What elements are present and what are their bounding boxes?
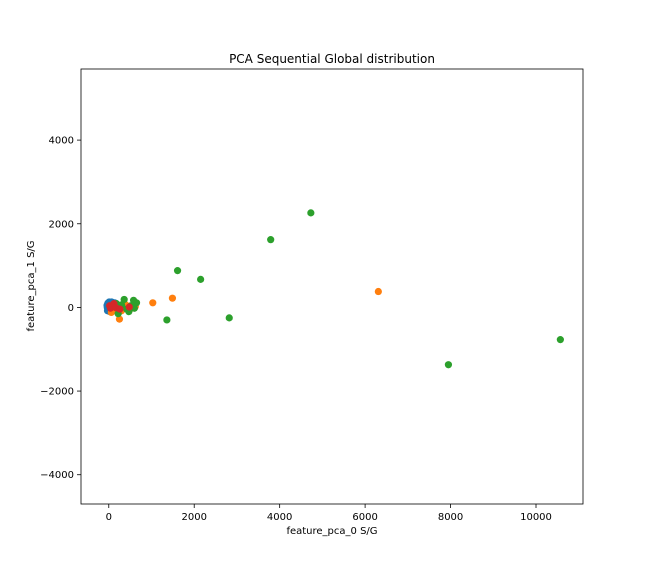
- y-tick-label: 2000: [49, 219, 74, 230]
- x-tick-label: 6000: [352, 512, 377, 523]
- scatter-point-series-2-12: [197, 275, 205, 283]
- scatter-point-series-1-8: [168, 294, 177, 302]
- scatter-point-series-2-11: [173, 267, 182, 275]
- y-tick-label: −2000: [40, 387, 74, 398]
- scatter-point-series-1-2: [115, 315, 124, 323]
- x-tick-label: 8000: [438, 512, 463, 523]
- scatter-point-series-2-10: [163, 316, 171, 324]
- scatter-point-series-2-17: [556, 336, 564, 344]
- scatter-point-series-1-9: [374, 287, 382, 296]
- scatter-point-series-2-13: [225, 314, 233, 322]
- scatter-points: [103, 209, 564, 369]
- scatter-point-series-2-16: [444, 361, 453, 369]
- scatter-point-series-2-15: [307, 209, 315, 217]
- scatter-point-series-2-3: [120, 295, 128, 304]
- y-tick-label: −4000: [40, 470, 74, 481]
- scatter-point-series-3-5: [116, 305, 124, 313]
- chart-title: PCA Sequential Global distribution: [229, 52, 435, 66]
- x-tick-label: 4000: [267, 512, 292, 523]
- y-tick-label: 0: [68, 303, 74, 314]
- x-axis-ticks: 0 2000 4000 6000 8000 10000: [106, 504, 552, 523]
- x-tick-label: 10000: [520, 512, 552, 523]
- y-tick-label: 4000: [49, 136, 74, 147]
- scatter-point-series-1-7: [149, 299, 157, 307]
- x-tick-label: 0: [106, 512, 112, 523]
- scatter-point-series-3-6: [125, 303, 133, 311]
- plot-frame: [80, 68, 584, 505]
- x-tick-label: 2000: [181, 512, 206, 523]
- y-axis-label: feature_pca_1 S/G: [26, 240, 37, 331]
- scatter-point-series-2-8: [132, 299, 141, 307]
- scatter-point-series-2-14: [267, 236, 275, 244]
- x-axis-label: feature_pca_0 S/G: [286, 526, 377, 537]
- y-axis-ticks: −4000 −2000 0 2000 4000: [40, 136, 81, 481]
